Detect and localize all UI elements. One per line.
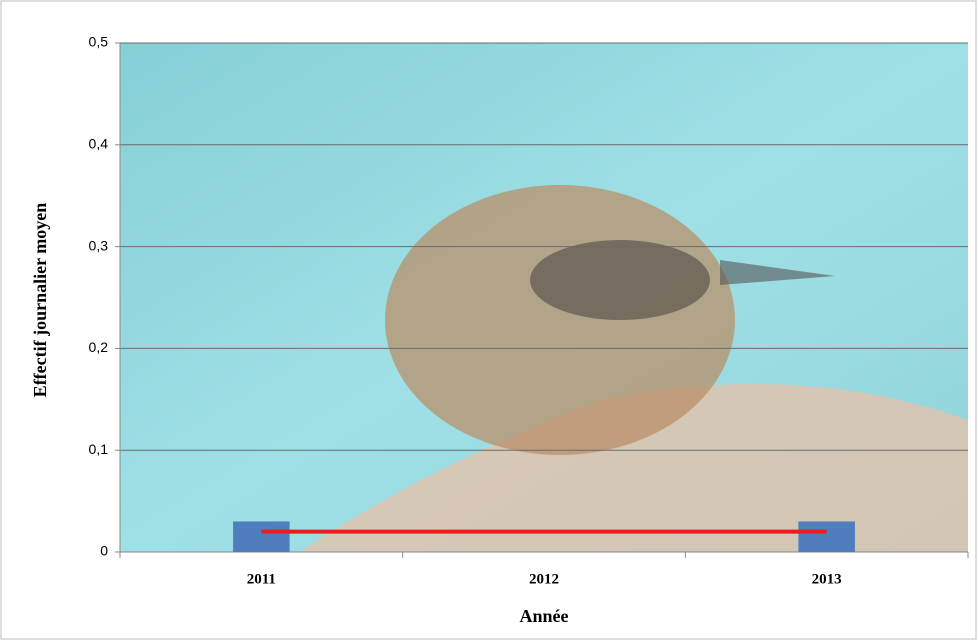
y-tick-label: 0,3 xyxy=(89,237,109,253)
y-tick-label: 0,1 xyxy=(89,441,109,457)
x-tick-label: 2012 xyxy=(529,571,559,587)
bird-head xyxy=(530,240,710,320)
x-axis-title: Année xyxy=(520,606,569,626)
y-tick-label: 0,4 xyxy=(89,136,109,152)
y-tick-label: 0,2 xyxy=(89,339,109,355)
hand-shape xyxy=(300,384,968,552)
x-tick-label: 2013 xyxy=(812,571,842,587)
bar xyxy=(233,521,290,552)
bar xyxy=(798,521,855,552)
y-axis-title: Effectif journalier moyen xyxy=(30,203,50,398)
bird-beak xyxy=(720,260,835,285)
y-tick-label: 0,5 xyxy=(89,34,109,50)
x-tick-label: 2011 xyxy=(247,571,276,587)
y-tick-label: 0 xyxy=(100,543,108,559)
bird-shape xyxy=(385,185,735,455)
